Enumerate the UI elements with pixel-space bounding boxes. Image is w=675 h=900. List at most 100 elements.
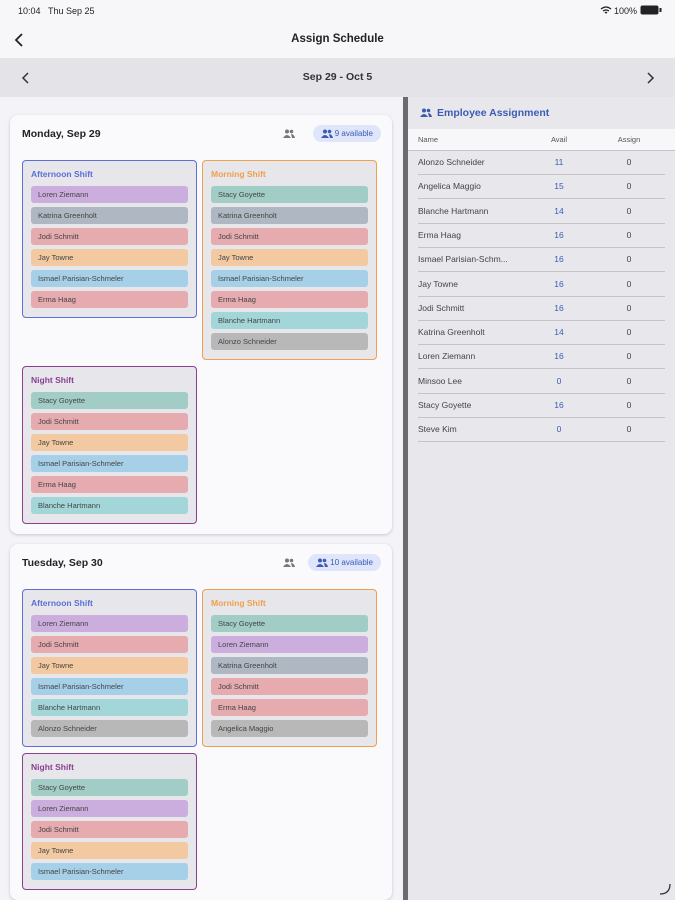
assign-count: 0 bbox=[626, 278, 632, 289]
employee-chip[interactable]: Erma Haag bbox=[31, 291, 188, 308]
employee-chip[interactable]: Ismael Parisian-Schmeler bbox=[31, 270, 188, 287]
shift-name: Afternoon Shift bbox=[31, 169, 93, 179]
employee-chip[interactable]: Erma Haag bbox=[31, 476, 188, 493]
employee-chip[interactable]: Jodi Schmitt bbox=[31, 821, 188, 838]
assign-count: 0 bbox=[626, 205, 632, 216]
shift-name: Afternoon Shift bbox=[31, 598, 93, 608]
employee-name: Ismael Parisian-Schm... bbox=[418, 254, 508, 265]
day-card: Tuesday, Sep 30 10 available Afternoon Shi… bbox=[10, 544, 392, 900]
table-row: Minsoo Lee 0 0 bbox=[418, 370, 665, 394]
employee-chip[interactable]: Jay Towne bbox=[31, 657, 188, 674]
employee-chip[interactable]: Ismael Parisian-Schmeler bbox=[31, 678, 188, 695]
avail-count: 16 bbox=[554, 278, 564, 289]
employee-chip[interactable]: Katrina Greenholt bbox=[211, 657, 368, 674]
assign-count: 0 bbox=[626, 157, 632, 167]
employee-chip[interactable]: Stacy Goyette bbox=[31, 392, 188, 409]
table-header: Name Avail Assign bbox=[408, 129, 675, 151]
employee-chip[interactable]: Alonzo Schneider bbox=[211, 333, 368, 350]
table-row: Steve Kim 0 0 bbox=[418, 418, 665, 443]
week-range: Sep 29 - Oct 5 bbox=[302, 71, 373, 83]
employee-chip[interactable]: Stacy Goyette bbox=[211, 186, 368, 203]
shift-box: Morning Shift Stacy Goyette Katrina Greenh… bbox=[202, 160, 377, 360]
employee-chip[interactable]: Stacy Goyette bbox=[31, 779, 188, 796]
employee-name: Blanche Hartmann bbox=[418, 205, 489, 216]
employee-chip[interactable]: Jay Towne bbox=[31, 249, 188, 266]
employee-chip[interactable]: Stacy Goyette bbox=[211, 615, 368, 632]
employee-chip[interactable]: Jodi Schmitt bbox=[31, 636, 188, 653]
employee-chip[interactable]: Erma Haag bbox=[211, 699, 368, 716]
employee-chip[interactable]: Blanche Hartmann bbox=[31, 497, 188, 514]
split-divider[interactable] bbox=[403, 97, 408, 900]
employee-chip[interactable]: Jodi Schmitt bbox=[31, 413, 188, 430]
employee-chip[interactable]: Loren Ziemann bbox=[31, 800, 188, 817]
employee-name: Minsoo Lee bbox=[418, 375, 462, 386]
available-badge[interactable]: 10 available bbox=[308, 554, 381, 571]
table-row: Ismael Parisian-Schm... 16 0 bbox=[418, 248, 665, 273]
avail-count: 16 bbox=[554, 254, 564, 265]
table-row: Jodi Schmitt 16 0 bbox=[418, 297, 665, 321]
day-title: Tuesday, Sep 30 bbox=[22, 557, 103, 569]
prev-week[interactable] bbox=[21, 72, 31, 84]
avail-count: 16 bbox=[554, 351, 564, 362]
avail-count: 0 bbox=[556, 424, 562, 435]
avail-count: 0 bbox=[556, 375, 562, 386]
assign-count: 0 bbox=[626, 327, 632, 338]
employee-chip[interactable]: Loren Ziemann bbox=[31, 615, 188, 632]
avail-count: 11 bbox=[554, 157, 564, 167]
employee-chip[interactable]: Jay Towne bbox=[31, 842, 188, 859]
employee-chip[interactable]: Blanche Hartmann bbox=[31, 699, 188, 716]
page-title: Assign Schedule bbox=[291, 33, 384, 45]
shift-box: Afternoon Shift Loren Ziemann Katrina Gree… bbox=[22, 160, 197, 318]
employee-chip[interactable]: Ismael Parisian-Schmeler bbox=[31, 863, 188, 880]
employee-chip[interactable]: Jodi Schmitt bbox=[211, 228, 368, 245]
people-icon bbox=[283, 558, 295, 567]
employee-chip[interactable]: Jay Towne bbox=[211, 249, 368, 266]
employee-name: Steve Kim bbox=[418, 424, 457, 435]
employee-chip[interactable]: Jodi Schmitt bbox=[211, 678, 368, 695]
avail-count: 14 bbox=[554, 205, 564, 216]
employee-chip[interactable]: Katrina Greenholt bbox=[211, 207, 368, 224]
employee-chip[interactable]: Ismael Parisian-Schmeler bbox=[31, 455, 188, 472]
assign-count: 0 bbox=[626, 424, 632, 435]
shift-name: Morning Shift bbox=[211, 598, 266, 608]
panel-title: Employee Assignment bbox=[437, 107, 550, 119]
employee-chip[interactable]: Alonzo Schneider bbox=[31, 720, 188, 737]
assignment-panel: Employee Assignment Name Avail Assign Al… bbox=[408, 97, 675, 900]
employee-chip[interactable]: Loren Ziemann bbox=[211, 636, 368, 653]
table-row: Angelica Maggio 15 0 bbox=[418, 175, 665, 200]
day-title: Monday, Sep 29 bbox=[22, 128, 101, 140]
employee-chip[interactable]: Jodi Schmitt bbox=[31, 228, 188, 245]
employee-chip[interactable]: Erma Haag bbox=[211, 291, 368, 308]
employee-chip[interactable]: Loren Ziemann bbox=[31, 186, 188, 203]
employee-chip[interactable]: Katrina Greenholt bbox=[31, 207, 188, 224]
shift-box: Morning Shift Stacy Goyette Loren Ziemann K… bbox=[202, 589, 377, 747]
battery-icon bbox=[640, 5, 662, 15]
status-bar: 10:04 Thu Sep 25 100% bbox=[0, 0, 675, 22]
people-icon bbox=[320, 129, 333, 138]
week-bar: Sep 29 - Oct 5 bbox=[0, 58, 675, 97]
resize-handle bbox=[659, 883, 671, 895]
avail-count: 16 bbox=[554, 400, 564, 410]
schedule-pane: Monday, Sep 29 9 available Afternoon Shift… bbox=[0, 97, 403, 900]
employee-name: Stacy Goyette bbox=[418, 400, 472, 410]
next-week[interactable] bbox=[645, 72, 655, 84]
available-badge[interactable]: 9 available bbox=[312, 125, 381, 142]
assign-count: 0 bbox=[626, 254, 632, 265]
table-row: Stacy Goyette 16 0 bbox=[418, 394, 665, 418]
day-card: Monday, Sep 29 9 available Afternoon Shift… bbox=[10, 115, 392, 534]
col-assign: Assign bbox=[617, 135, 641, 144]
nav-header: Assign Schedule bbox=[0, 22, 675, 58]
employee-chip[interactable]: Ismael Parisian-Schmeler bbox=[211, 270, 368, 287]
table-row: Alonzo Schneider 11 0 bbox=[418, 151, 665, 175]
employee-name: Alonzo Schneider bbox=[418, 157, 485, 167]
shift-grid: Afternoon Shift Loren Ziemann Katrina Gree… bbox=[22, 160, 382, 524]
employee-chip[interactable]: Jay Towne bbox=[31, 434, 188, 451]
table-row: Jay Towne 16 0 bbox=[418, 273, 665, 297]
shift-box: Night Shift Stacy Goyette Loren Ziemann Jod… bbox=[22, 753, 197, 890]
back-button[interactable] bbox=[12, 32, 26, 48]
wifi-icon bbox=[600, 6, 612, 14]
table-row: Erma Haag 16 0 bbox=[418, 224, 665, 248]
employee-chip[interactable]: Angelica Maggio bbox=[211, 720, 368, 737]
employee-chip[interactable]: Blanche Hartmann bbox=[211, 312, 368, 329]
employee-name: Jay Towne bbox=[418, 278, 459, 289]
